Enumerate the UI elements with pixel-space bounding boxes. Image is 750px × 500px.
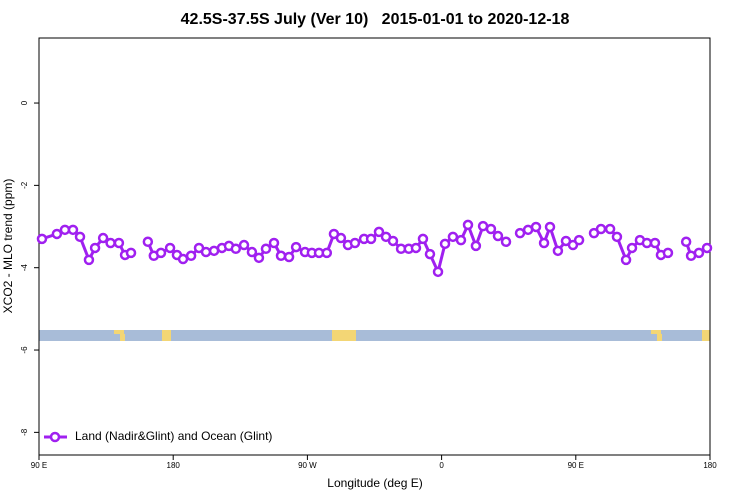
x-tick-label: 0: [439, 461, 444, 470]
y-tick-label: -8: [20, 428, 29, 436]
y-axis-label: XCO2 - MLO trend (ppm): [1, 179, 15, 314]
data-point: [230, 243, 242, 255]
data-point: [105, 237, 116, 249]
x-tick-label: 90 W: [298, 461, 317, 470]
data-point: [97, 232, 109, 244]
data-point: [552, 245, 564, 257]
data-point: [439, 238, 451, 250]
data-point: [455, 234, 467, 246]
legend: Land (Nadir&Glint) and Ocean (Glint): [44, 429, 272, 443]
data-point: [641, 237, 653, 249]
data-point: [290, 241, 302, 253]
land-patch: [702, 330, 710, 341]
data-point: [662, 247, 674, 259]
data-point: [649, 237, 661, 249]
land-patch: [120, 334, 125, 341]
data-point: [410, 242, 422, 254]
x-tick-label: 90 E: [568, 461, 584, 470]
land-patch: [332, 330, 356, 341]
land-patch: [114, 330, 124, 334]
legend-label: Land (Nadir&Glint) and Ocean (Glint): [75, 429, 272, 443]
data-point: [680, 236, 692, 248]
data-point: [113, 237, 125, 249]
data-point: [485, 223, 497, 235]
land-patch: [651, 330, 661, 334]
x-tick-label: 90 E: [31, 461, 47, 470]
data-point: [595, 223, 607, 235]
data-point: [260, 243, 272, 255]
data-point: [142, 236, 154, 248]
y-tick-label: 0: [20, 100, 29, 105]
data-point: [59, 224, 71, 236]
data-point: [349, 237, 361, 249]
data-point: [620, 254, 632, 266]
data-point: [83, 254, 95, 266]
land-patch: [162, 330, 171, 341]
data-point: [155, 247, 167, 259]
data-point: [125, 247, 137, 259]
data-point: [538, 237, 550, 249]
data-point: [185, 250, 197, 262]
data-point: [544, 221, 556, 233]
data-point: [447, 231, 459, 243]
data-point: [514, 227, 526, 239]
data-point: [373, 226, 385, 238]
y-tick-label: -4: [20, 264, 29, 272]
data-point: [462, 219, 474, 231]
data-point: [626, 242, 638, 254]
data-point: [424, 248, 436, 260]
data-point: [36, 233, 48, 245]
data-point: [164, 242, 176, 254]
data-point: [74, 231, 86, 243]
data-point: [701, 242, 713, 254]
data-point: [365, 233, 377, 245]
x-axis-label: Longitude (deg E): [327, 476, 422, 490]
data-point: [500, 236, 512, 248]
y-tick-label: -2: [20, 181, 29, 189]
legend-marker: [49, 431, 61, 443]
data-point: [253, 252, 265, 264]
data-point: [268, 237, 280, 249]
data-point: [470, 240, 482, 252]
data-point: [67, 224, 79, 236]
data-point: [200, 246, 212, 258]
data-point: [177, 253, 189, 265]
data-point: [335, 232, 347, 244]
data-point: [417, 233, 429, 245]
land-patch: [657, 334, 662, 341]
data-point: [246, 246, 258, 258]
data-point: [693, 247, 705, 259]
data-point: [530, 221, 542, 233]
chart-title: 42.5S-37.5S July (Ver 10) 2015-01-01 to …: [181, 11, 570, 28]
data-point: [89, 242, 101, 254]
data-point: [283, 251, 295, 263]
data-point: [573, 234, 585, 246]
data-point: [321, 247, 333, 259]
data-point: [51, 228, 63, 240]
x-tick-label: 180: [703, 461, 717, 470]
data-point: [604, 223, 616, 235]
data-point: [492, 230, 504, 242]
surface-band: [39, 330, 710, 341]
x-tick-label: 180: [167, 461, 181, 470]
y-tick-label: -6: [20, 346, 29, 354]
ocean-band: [39, 330, 710, 341]
data-point: [275, 250, 287, 262]
data-point: [387, 235, 399, 247]
data-point: [611, 231, 623, 243]
data-point: [238, 239, 250, 251]
data-point: [432, 266, 444, 278]
